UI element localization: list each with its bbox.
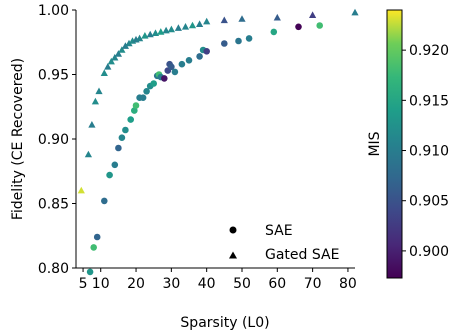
x-tick-label: 40 (198, 276, 216, 292)
x-tick-label: 5 (79, 276, 88, 292)
colorbar-tick-label: 0.900 (409, 244, 449, 260)
gated-sae-point (351, 8, 359, 16)
sae-point (203, 48, 210, 55)
gated-sae-point (100, 69, 108, 76)
gated-sae-point (174, 24, 182, 31)
legend-circle-marker (229, 226, 237, 234)
gated-sae-point (125, 39, 133, 47)
y-tick-label: 1.00 (38, 3, 69, 19)
sae-point (168, 63, 175, 71)
sae-point (196, 53, 203, 60)
sae-point (127, 116, 134, 123)
x-tick-label: 10 (92, 276, 110, 292)
legend: SAE Gated SAE (229, 223, 339, 263)
x-tick-label: 20 (127, 276, 145, 292)
x-tick-label: 70 (304, 276, 322, 292)
y-axis-title: Fidelity (CE Recovered) (10, 58, 26, 220)
gated-sae-point (114, 50, 122, 57)
colorbar-tick-label: 0.915 (409, 93, 449, 109)
sae-point (86, 268, 94, 276)
sae-point (115, 144, 122, 152)
x-tick-label: 80 (339, 276, 357, 292)
sae-point (316, 22, 324, 29)
gated-sae-point (188, 21, 197, 29)
sae-point (150, 80, 157, 87)
sae-point (178, 60, 186, 68)
gated-sae-point (196, 20, 204, 27)
y-tick-label: 0.85 (38, 197, 69, 213)
legend-triangle-marker (229, 251, 237, 259)
gated-sae-point (88, 121, 96, 128)
gated-sae-point (167, 25, 175, 33)
colorbar: 0.900 0.905 0.910 0.915 0.920 MIS (367, 9, 449, 279)
sae-point (221, 40, 228, 47)
y-tick-label: 0.95 (38, 68, 69, 84)
data-points (77, 8, 359, 276)
sae-point (235, 37, 242, 45)
sae-point (111, 161, 119, 169)
gated-sae-point (111, 53, 119, 61)
gated-sae-point (91, 97, 99, 105)
gated-sae-point (118, 46, 126, 53)
gated-sae-point (220, 16, 228, 24)
x-axis-ticks: 5 10 20 30 40 50 60 70 80 (79, 268, 357, 292)
x-tick-label: 30 (162, 276, 180, 292)
x-tick-label: 60 (268, 276, 286, 292)
gated-sae-point (136, 34, 144, 42)
sae-point (101, 197, 108, 205)
sae-point (270, 28, 278, 36)
gated-sae-point (162, 26, 170, 34)
sae-point (122, 126, 129, 134)
gated-sae-point (157, 28, 165, 35)
gated-sae-point (146, 30, 154, 38)
sae-point (106, 171, 113, 179)
y-axis-ticks: 0.80 0.85 0.90 0.95 1.00 (38, 3, 76, 277)
sae-point (139, 94, 147, 101)
sae-point (132, 102, 140, 109)
sae-point (161, 75, 168, 82)
gated-sae-point (77, 186, 85, 194)
sae-point (171, 68, 179, 76)
gated-sae-point (203, 17, 211, 25)
sae-point (245, 35, 253, 42)
x-axis-title: Sparsity (L0) (180, 315, 269, 330)
gated-sae-point (121, 42, 129, 49)
plot-area: 5 10 20 30 40 50 60 70 80 0.80 0.85 0.90 0.95 1.00 (38, 3, 359, 292)
sae-point (185, 57, 193, 64)
gated-sae-point (151, 29, 160, 36)
colorbar-tick-label: 0.910 (409, 144, 449, 160)
x-tick-label: 50 (233, 276, 251, 292)
legend-label-gated-sae: Gated SAE (265, 247, 339, 263)
sae-point (143, 88, 150, 95)
gated-sae-point (309, 11, 317, 18)
sae-point (90, 244, 97, 251)
sae-point (131, 107, 138, 114)
gated-sae-point (95, 87, 103, 95)
y-tick-label: 0.90 (38, 132, 69, 148)
gated-sae-point (107, 57, 115, 65)
colorbar-tick-label: 0.920 (409, 43, 449, 59)
sae-point (118, 134, 126, 141)
gated-sae-point (181, 23, 190, 30)
legend-label-sae: SAE (265, 223, 293, 239)
gated-sae-point (273, 13, 281, 21)
sae-point (93, 233, 101, 241)
sae-point (295, 23, 302, 31)
gated-sae-point (141, 32, 149, 39)
colorbar-tick-label: 0.905 (409, 194, 449, 210)
y-tick-label: 0.80 (38, 261, 69, 277)
gated-sae-point (238, 15, 246, 22)
colorbar-ticks: 0.900 0.905 0.910 0.915 0.920 (402, 43, 449, 260)
gated-sae-point (84, 150, 92, 158)
colorbar-label: MIS (367, 131, 383, 156)
colorbar-gradient (386, 9, 403, 279)
gated-sae-point (104, 63, 112, 70)
